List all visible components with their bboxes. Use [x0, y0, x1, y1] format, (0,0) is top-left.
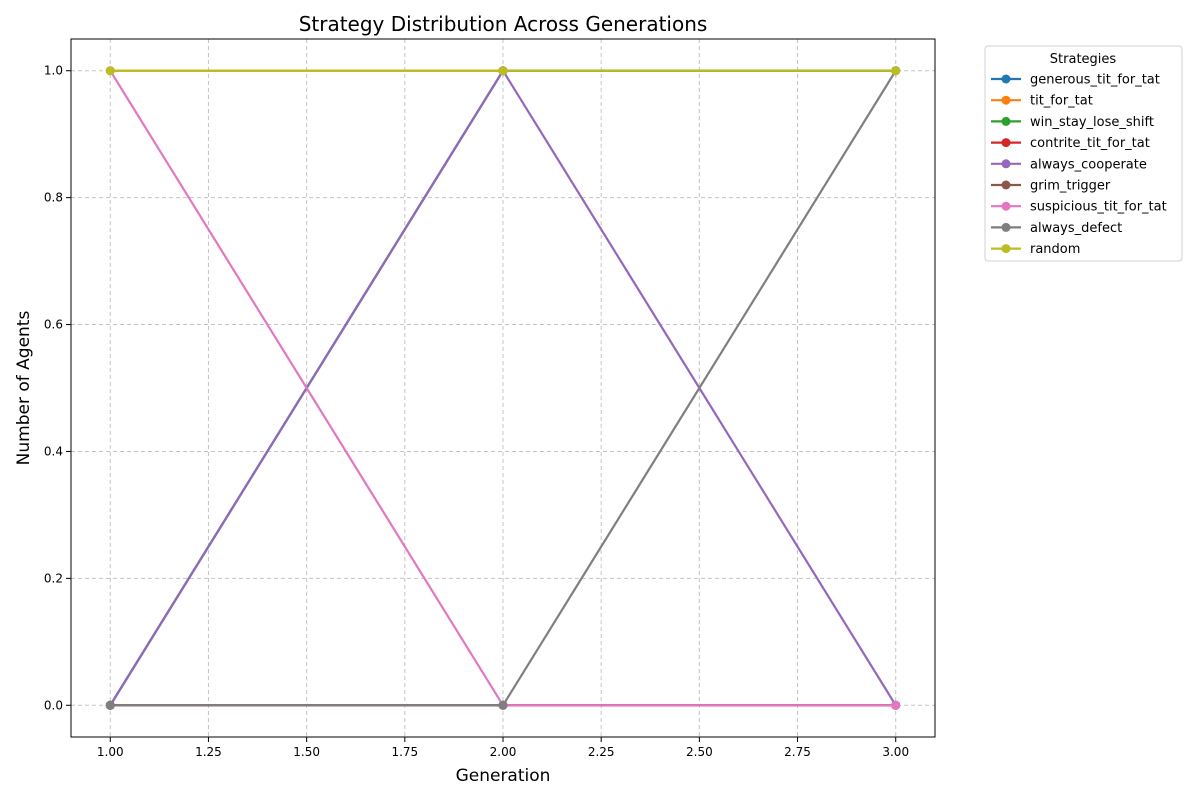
legend-label: always_cooperate	[1030, 157, 1147, 172]
series-lines	[105, 66, 901, 710]
legend-label: always_defect	[1030, 221, 1122, 236]
legend-swatch-marker	[1001, 244, 1011, 254]
legend-item: suspicious_tit_for_tat	[991, 200, 1167, 215]
data-point	[498, 66, 508, 76]
x-tick-label: 2.75	[784, 745, 811, 759]
x-tick-label: 2.00	[490, 745, 517, 759]
legend: Strategies generous_tit_for_tat tit_for_t…	[984, 45, 1183, 262]
legend-label: win_stay_lose_shift	[1030, 115, 1154, 130]
legend-swatch-marker	[1001, 159, 1011, 169]
legend-title: Strategies	[1050, 52, 1117, 67]
chart-title: Strategy Distribution Across Generations	[299, 12, 708, 36]
legend-label: tit_for_tat	[1030, 94, 1093, 109]
legend-item: random	[991, 242, 1080, 257]
legend-swatch-marker	[1001, 222, 1011, 232]
y-tick-label: 0.6	[44, 318, 63, 332]
legend-swatch-marker	[1001, 180, 1011, 190]
legend-item: contrite_tit_for_tat	[991, 136, 1150, 151]
data-point	[105, 66, 115, 76]
legend-item: always_defect	[991, 221, 1122, 236]
data-point	[891, 700, 901, 710]
data-point	[498, 700, 508, 710]
legend-items: generous_tit_for_tat tit_for_tat win_stay_…	[991, 73, 1167, 257]
legend-swatch-marker	[1001, 95, 1011, 105]
grid	[71, 39, 935, 737]
legend-item: win_stay_lose_shift	[991, 115, 1154, 130]
x-tick-label: 2.25	[588, 745, 615, 759]
y-tick-label: 0.4	[44, 444, 63, 458]
series-random	[105, 66, 901, 76]
x-axis-title: Generation	[456, 766, 551, 786]
legend-box	[984, 45, 1183, 262]
legend-swatch-marker	[1001, 201, 1011, 211]
y-tick-label: 1.0	[44, 64, 63, 78]
y-axis-title: Number of Agents	[14, 311, 34, 466]
x-tick-label: 1.25	[195, 745, 222, 759]
x-tick-label: 3.00	[882, 745, 909, 759]
legend-label: suspicious_tit_for_tat	[1030, 200, 1167, 215]
x-axis-ticks: 1.00 1.25 1.50 1.75 2.00 2.25 2.50 2.75 3.00	[97, 737, 909, 759]
legend-label: generous_tit_for_tat	[1030, 73, 1160, 88]
legend-item: tit_for_tat	[991, 94, 1093, 109]
data-point	[891, 66, 901, 76]
legend-label: grim_trigger	[1030, 179, 1111, 194]
legend-label: contrite_tit_for_tat	[1030, 136, 1150, 151]
plot-frame	[70, 38, 936, 738]
legend-swatch-marker	[1001, 116, 1011, 126]
x-tick-label: 1.00	[97, 745, 124, 759]
legend-label: random	[1030, 242, 1080, 257]
legend-swatch-marker	[1001, 138, 1011, 148]
data-point	[105, 700, 115, 710]
y-tick-label: 0.8	[44, 191, 63, 205]
legend-item: always_cooperate	[991, 157, 1147, 172]
y-tick-label: 0.0	[44, 698, 63, 712]
y-tick-label: 0.2	[44, 571, 63, 585]
legend-swatch-marker	[1001, 74, 1011, 84]
y-axis-ticks: 0.0 0.2 0.4 0.6 0.8 1.0	[44, 64, 71, 712]
x-tick-label: 2.50	[686, 745, 713, 759]
legend-item: grim_trigger	[991, 179, 1111, 194]
x-tick-label: 1.75	[391, 745, 418, 759]
legend-item: generous_tit_for_tat	[991, 73, 1160, 88]
x-tick-label: 1.50	[293, 745, 320, 759]
